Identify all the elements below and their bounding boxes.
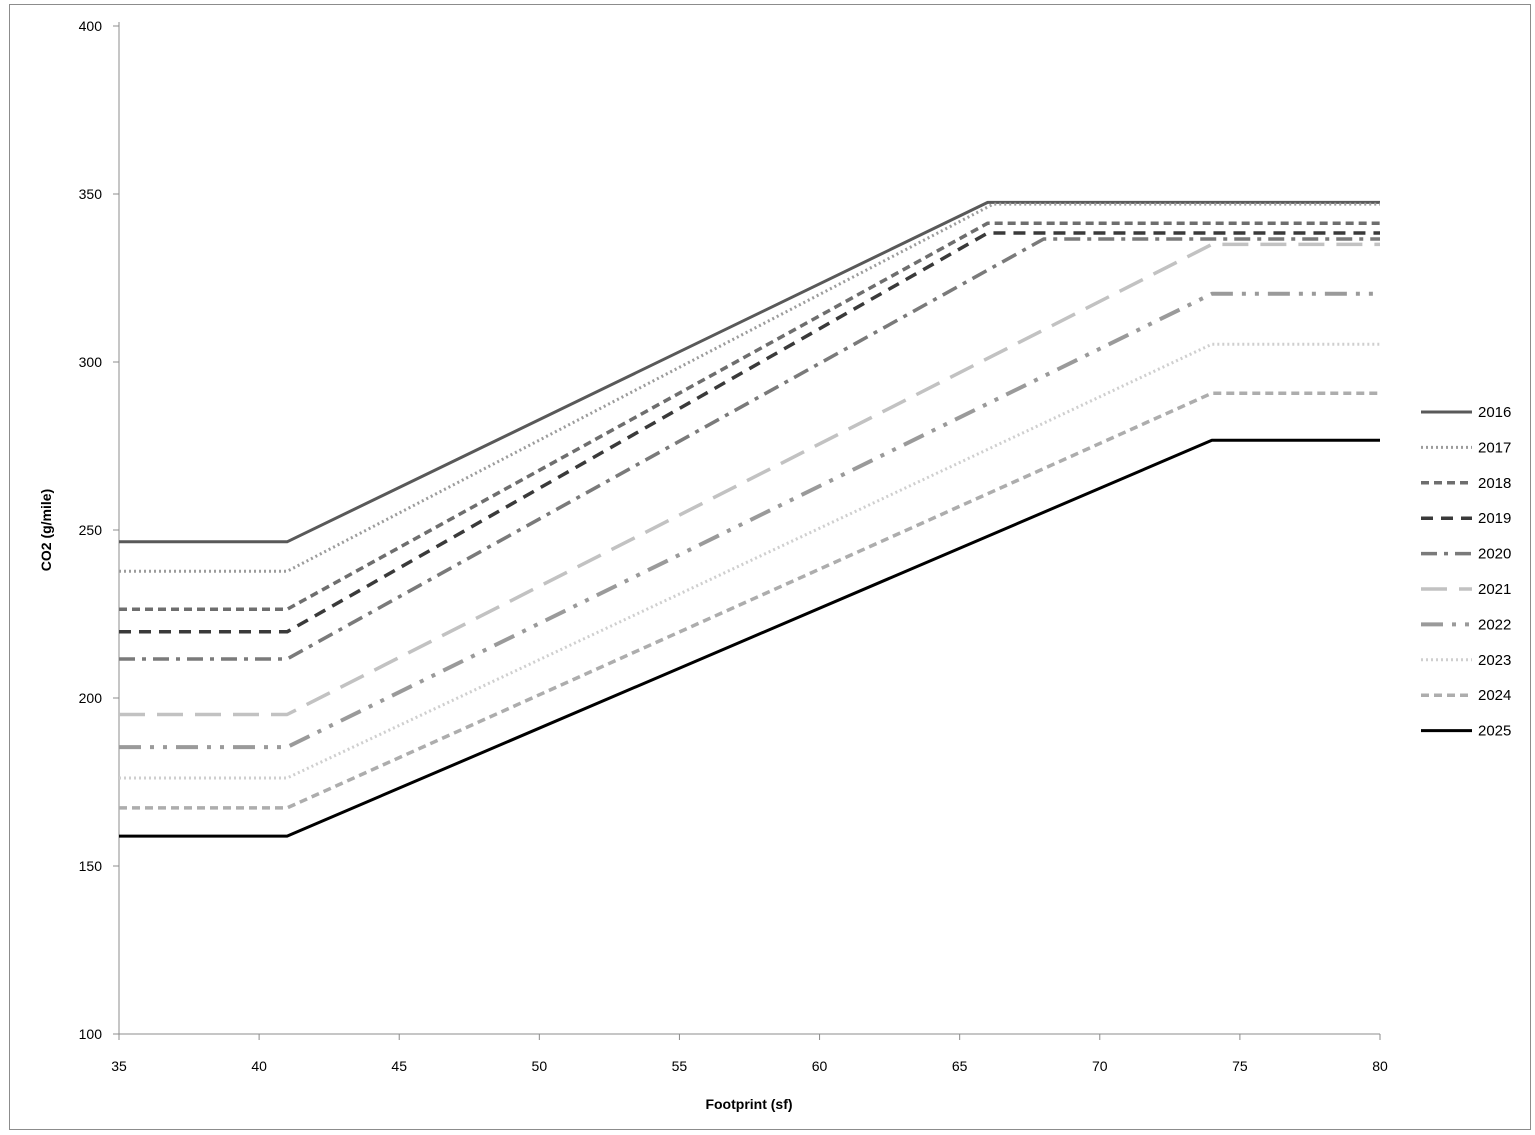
series-line-2024 bbox=[119, 391, 1380, 810]
y-tick-label: 400 bbox=[79, 18, 103, 34]
legend-item-2020: 2020 bbox=[1421, 546, 1511, 563]
legend-item-2019: 2019 bbox=[1421, 510, 1511, 527]
legend-label: 2020 bbox=[1478, 546, 1511, 563]
y-tick-label: 300 bbox=[79, 354, 103, 370]
series-line-2016 bbox=[119, 200, 1380, 544]
y-tick-label: 150 bbox=[79, 858, 103, 874]
legend-item-2022: 2022 bbox=[1421, 616, 1511, 633]
legend-item-2025: 2025 bbox=[1421, 723, 1511, 740]
legend-item-2018: 2018 bbox=[1421, 475, 1511, 492]
series-line-2025 bbox=[119, 438, 1380, 838]
series-line-2019 bbox=[119, 231, 1380, 634]
legend-item-2024: 2024 bbox=[1421, 687, 1511, 704]
legend-item-2017: 2017 bbox=[1421, 439, 1511, 456]
x-tick-label: 35 bbox=[111, 1058, 127, 1074]
legend-label: 2016 bbox=[1478, 404, 1511, 421]
x-tick-label: 40 bbox=[251, 1058, 267, 1074]
x-tick-label: 55 bbox=[672, 1058, 688, 1074]
legend-label: 2024 bbox=[1478, 687, 1511, 704]
legend-label: 2025 bbox=[1478, 723, 1511, 740]
series-lines bbox=[119, 200, 1380, 838]
chart-frame bbox=[9, 4, 1531, 1130]
x-tick-label: 75 bbox=[1232, 1058, 1248, 1074]
x-axis-title: Footprint (sf) bbox=[705, 1096, 792, 1112]
legend-item-2016: 2016 bbox=[1421, 404, 1511, 421]
series-line-2020 bbox=[119, 237, 1380, 661]
x-tick-label: 60 bbox=[812, 1058, 828, 1074]
legend-label: 2019 bbox=[1478, 510, 1511, 527]
series-line-2022 bbox=[119, 291, 1380, 750]
x-tick-label: 70 bbox=[1092, 1058, 1108, 1074]
legend: 2016 2017 2018 2019 2020 2021 2022 2023 2024 2025 bbox=[1421, 404, 1511, 740]
legend-item-2021: 2021 bbox=[1421, 581, 1511, 598]
y-axis-title: CO2 (g/mile) bbox=[38, 489, 54, 571]
legend-item-2023: 2023 bbox=[1421, 652, 1511, 669]
legend-label: 2021 bbox=[1478, 581, 1511, 598]
legend-label: 2017 bbox=[1478, 439, 1511, 456]
y-tick-label: 250 bbox=[79, 522, 103, 538]
x-tick-label: 45 bbox=[391, 1058, 407, 1074]
y-tick-label: 100 bbox=[79, 1026, 103, 1042]
x-tick-label: 80 bbox=[1372, 1058, 1388, 1074]
x-tick-label: 65 bbox=[952, 1058, 968, 1074]
x-tick-label: 50 bbox=[532, 1058, 548, 1074]
y-tick-label: 350 bbox=[79, 186, 103, 202]
series-line-2017 bbox=[119, 202, 1380, 573]
legend-label: 2022 bbox=[1478, 616, 1511, 633]
y-tick-label: 200 bbox=[79, 690, 103, 706]
series-line-2018 bbox=[119, 221, 1380, 612]
series-line-2021 bbox=[119, 242, 1380, 717]
legend-label: 2023 bbox=[1478, 652, 1511, 669]
legend-label: 2018 bbox=[1478, 475, 1511, 492]
axes: 100 150 200 250 300 350 400 35 40 45 50 55 60 65 70 75 8… bbox=[79, 18, 1388, 1074]
